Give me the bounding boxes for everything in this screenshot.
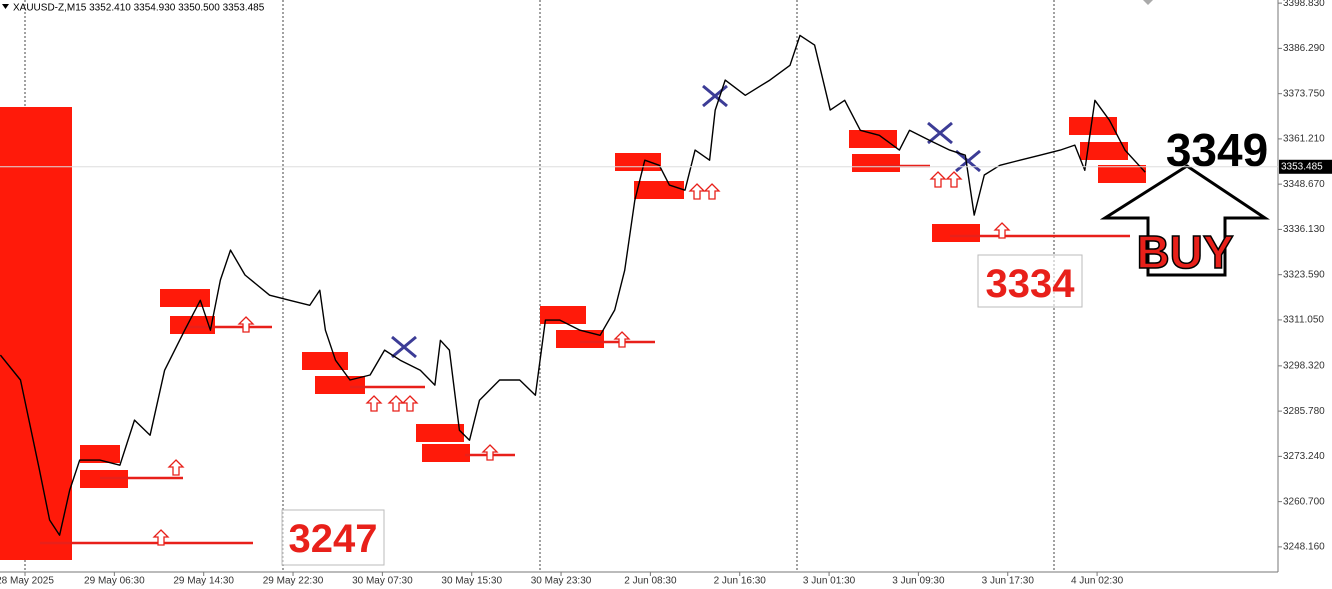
shift-marker [1143, 0, 1153, 5]
y-tick-label: 3336.130 [1283, 224, 1325, 235]
annotation-box [977, 254, 1083, 308]
y-tick-label: 3348.670 [1283, 179, 1325, 190]
level-lines [40, 164, 1130, 545]
chart-title: XAUUSD-Z,M15 3352.410 3354.930 3350.500 … [13, 3, 265, 14]
x-tick-label: 2 Jun 08:30 [624, 576, 677, 587]
x-tick-label: 2 Jun 16:30 [714, 576, 767, 587]
zone [0, 107, 72, 560]
x-tick-label: 3 Jun 17:30 [982, 576, 1035, 587]
x-tick-label: 29 May 06:30 [84, 576, 145, 587]
x-mark [927, 121, 953, 145]
y-tick-label: 3260.700 [1283, 496, 1325, 507]
plot [0, 34, 1146, 536]
current-price-box [1279, 159, 1332, 174]
x-mark [955, 149, 981, 173]
zone [615, 153, 661, 171]
zone [1098, 165, 1146, 183]
annotation-buy: BUY [1136, 226, 1233, 278]
zone [634, 181, 684, 199]
x-marks [391, 84, 981, 359]
x-tick-label: 3 Jun 09:30 [892, 576, 945, 587]
zone [170, 316, 215, 334]
y-tick-label: 3386.290 [1283, 43, 1325, 54]
zone [849, 130, 897, 148]
x-tick-label: 28 May 2025 [0, 576, 54, 587]
zone [416, 424, 464, 442]
y-tick-label: 3361.210 [1283, 134, 1325, 145]
annotation-3349: 3349 [1166, 124, 1268, 176]
x-mark [391, 335, 417, 359]
y-tick-label: 3311.050 [1283, 315, 1324, 326]
zone [315, 376, 365, 394]
zone [932, 224, 980, 242]
zone [8, 512, 58, 530]
current-price-label: 3353.485 [1281, 161, 1323, 172]
x-tick-label: 30 May 07:30 [352, 576, 413, 587]
zone [160, 289, 210, 307]
y-tick-label: 3248.160 [1283, 542, 1325, 553]
x-tick-label: 30 May 23:30 [531, 576, 592, 587]
zone [852, 154, 900, 172]
menu-triangle [2, 4, 9, 9]
zone [1069, 117, 1117, 135]
y-tick-label: 3398.830 [1283, 0, 1325, 9]
zone [15, 537, 65, 555]
buy-arrow [1099, 164, 1270, 277]
zone [422, 444, 470, 462]
x-tick-label: 3 Jun 01:30 [803, 576, 856, 587]
annotation-box [281, 509, 385, 566]
annotation-3334: 3334 [986, 262, 1076, 306]
zone [1080, 142, 1128, 160]
x-tick-label: 4 Jun 02:30 [1071, 576, 1124, 587]
price-line [0, 34, 1146, 536]
y-tick-label: 3298.320 [1283, 361, 1325, 372]
x-mark [702, 84, 728, 108]
x-tick-label: 30 May 15:30 [441, 576, 502, 587]
y-tick-label: 3373.750 [1283, 88, 1325, 99]
x-tick-label: 29 May 14:30 [173, 576, 234, 587]
zone [302, 352, 348, 370]
zone [80, 445, 120, 463]
x-tick-label: 29 May 22:30 [263, 576, 324, 587]
zone [556, 330, 604, 348]
y-tick-label: 3273.240 [1283, 451, 1325, 462]
y-tick-label: 3323.590 [1283, 269, 1325, 280]
zones [0, 107, 1146, 560]
annotation-3247: 3247 [289, 517, 378, 561]
y-tick-label: 3285.780 [1283, 406, 1325, 417]
